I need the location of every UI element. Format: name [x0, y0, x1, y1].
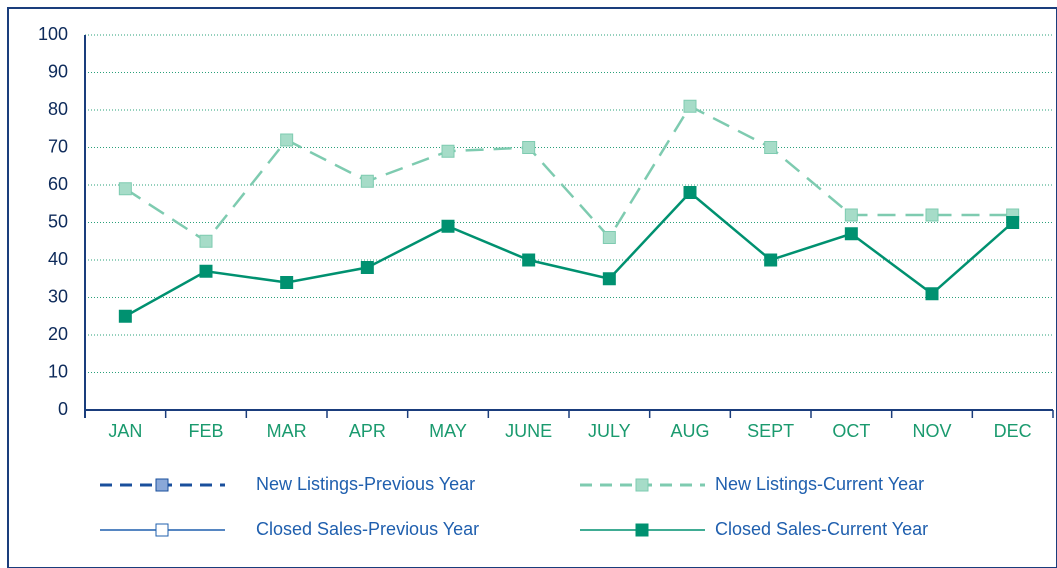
legend-marker — [635, 478, 649, 492]
y-tick-label: 80 — [48, 99, 68, 119]
series-line — [124, 190, 1014, 318]
data-point — [199, 264, 213, 278]
legend-label: New Listings-Current Year — [715, 474, 924, 494]
x-tick-label: JUNE — [505, 421, 552, 441]
legend-label: New Listings-Previous Year — [256, 474, 475, 494]
data-point — [280, 276, 294, 289]
data-point — [1006, 216, 1020, 229]
data-point — [683, 186, 697, 199]
y-tick-label: 100 — [38, 24, 68, 44]
data-point — [522, 141, 536, 154]
data-point — [360, 174, 374, 188]
y-tick-label: 10 — [48, 361, 68, 381]
x-tick-label: FEB — [188, 421, 223, 441]
series-line — [124, 104, 1013, 243]
y-tick-label: 50 — [48, 211, 68, 231]
chart-border — [7, 7, 1057, 568]
x-tick-label: MAY — [429, 421, 467, 441]
x-tick-label: APR — [349, 421, 386, 441]
legend-marker — [155, 478, 169, 492]
data-point — [844, 208, 858, 222]
data-point — [280, 133, 294, 147]
x-tick-label: NOV — [912, 421, 951, 441]
x-tick-label: OCT — [832, 421, 870, 441]
x-tick-label: DEC — [994, 421, 1032, 441]
x-tick-label: JAN — [108, 421, 142, 441]
y-tick-label: 90 — [48, 61, 68, 81]
data-point — [602, 272, 616, 286]
data-point — [764, 253, 778, 267]
y-tick-label: 70 — [48, 136, 68, 156]
legend-label: Closed Sales-Current Year — [715, 519, 928, 539]
data-point — [441, 219, 455, 233]
data-point — [844, 227, 858, 241]
y-tick-label: 60 — [48, 174, 68, 194]
legend-marker — [635, 523, 649, 537]
x-tick-label: MAR — [267, 421, 307, 441]
data-point — [925, 208, 939, 222]
x-tick-label: SEPT — [747, 421, 794, 441]
data-point — [925, 287, 939, 301]
data-point — [602, 231, 616, 244]
x-tick-label: JULY — [588, 421, 631, 441]
y-tick-label: 0 — [58, 399, 68, 419]
y-tick-label: 30 — [48, 286, 68, 306]
data-point — [118, 182, 132, 196]
data-point — [199, 234, 213, 248]
data-point — [360, 261, 374, 274]
data-point — [118, 309, 132, 323]
legend-label: Closed Sales-Previous Year — [256, 519, 479, 539]
data-point — [522, 253, 536, 267]
y-tick-label: 20 — [48, 324, 68, 344]
x-tick-label: AUG — [670, 421, 709, 441]
legend-marker — [155, 523, 169, 537]
y-tick-label: 40 — [48, 249, 68, 269]
data-point — [764, 141, 778, 154]
data-point — [441, 144, 455, 158]
data-point — [683, 99, 697, 113]
